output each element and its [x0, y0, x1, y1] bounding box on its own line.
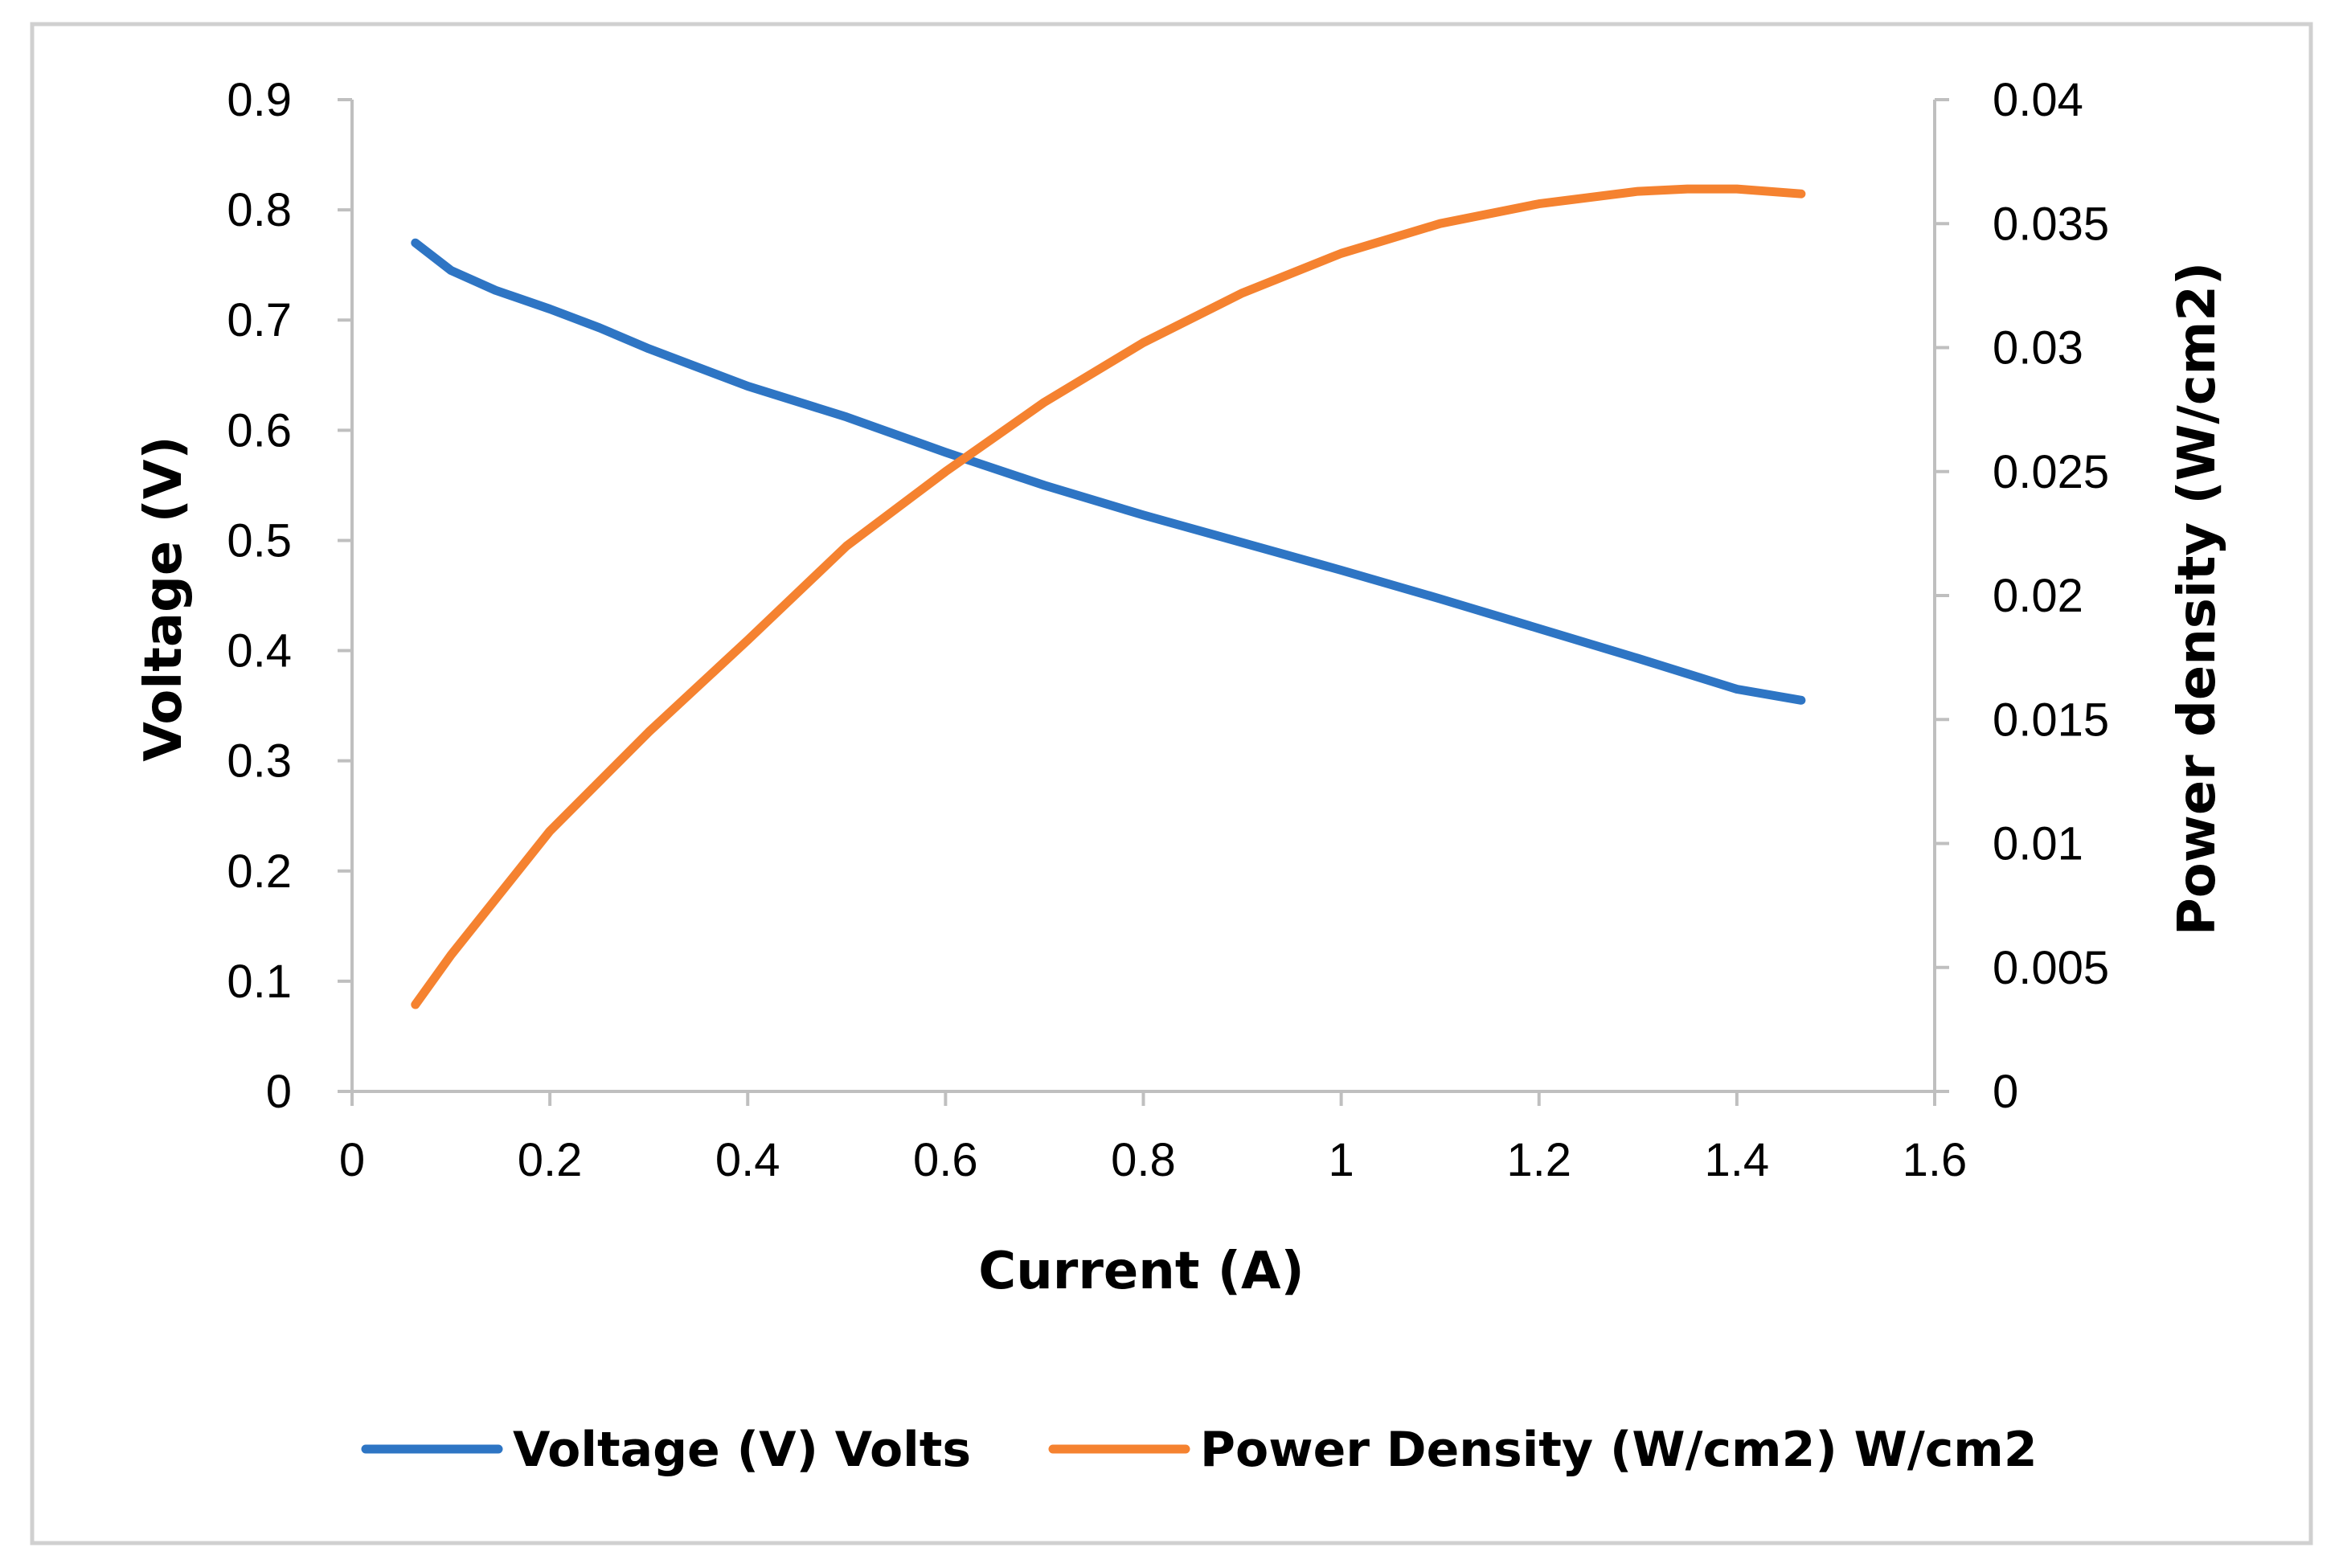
series-line-power-density	[411, 184, 1806, 1009]
x-tick-label: 0.4	[715, 1134, 780, 1186]
data-point-power-density	[1736, 189, 1737, 190]
legend-label-power-density: Power Density (W/cm2) W/cm2	[1200, 1422, 2038, 1478]
data-point-voltage	[1242, 542, 1243, 543]
series-line-voltage	[411, 238, 1806, 705]
x-tick-label: 0.2	[518, 1134, 583, 1186]
data-point-power-density	[451, 955, 452, 956]
data-point-voltage	[846, 416, 847, 417]
y2-axis-title: Power density (W/cm2)	[2168, 262, 2227, 935]
data-point-power-density	[1687, 189, 1688, 190]
y2-tick-label: 0.03	[1993, 322, 2083, 375]
y-tick-labels: 0 0.1 0.2 0.3 0.4 0.5 0.6 0.7 0.8 0.9	[227, 74, 292, 1118]
data-point-power-density	[550, 831, 551, 832]
y-axis-title: Voltage (V)	[134, 436, 194, 761]
y2-tick-label: 0.005	[1993, 942, 2109, 994]
x-tick-label: 1.2	[1506, 1134, 1571, 1186]
y2-tick-label: 0.015	[1993, 694, 2109, 746]
data-point-voltage	[1143, 514, 1144, 515]
data-point-voltage	[451, 270, 452, 271]
data-point-power-density	[945, 471, 946, 472]
data-point-voltage	[1538, 628, 1539, 629]
y-tick-label: 0.8	[227, 184, 292, 236]
y-tick-label: 0.5	[227, 514, 292, 567]
data-point-voltage	[1736, 689, 1737, 690]
y-tick-label: 0.1	[227, 956, 292, 1008]
y-tick-label: 0.7	[227, 294, 292, 346]
x-tick-labels: 0 0.2 0.4 0.6 0.8 1 1.2 1.4 1.6	[339, 1134, 1967, 1186]
y-tick-label: 0.6	[227, 404, 292, 456]
y2-tick-label: 0.04	[1993, 74, 2083, 126]
x-tick-label: 1	[1328, 1134, 1354, 1186]
y-tick-label: 0.4	[227, 625, 292, 678]
data-point-voltage	[1637, 658, 1638, 659]
y-tick-label: 0.9	[227, 74, 292, 126]
data-point-power-density	[846, 546, 847, 547]
data-point-power-density	[1637, 191, 1638, 192]
data-point-power-density	[1143, 342, 1144, 343]
chart-border	[30, 22, 2313, 1545]
series-layer	[411, 184, 1806, 1009]
data-point-voltage	[1800, 700, 1801, 701]
y-tick-label: 0.3	[227, 735, 292, 788]
data-point-power-density	[1538, 203, 1539, 204]
x-tick-label: 0	[339, 1134, 365, 1186]
legend-label-voltage: Voltage (V) Volts	[513, 1422, 971, 1478]
x-tick-label: 0.8	[1111, 1134, 1176, 1186]
y2-tick-label: 0	[1993, 1066, 2018, 1118]
y2-tick-label: 0.02	[1993, 570, 2083, 622]
axes	[338, 98, 1949, 1106]
y2-tick-label: 0.01	[1993, 818, 2083, 870]
x-axis-title: Current (A)	[978, 1242, 1305, 1301]
y-tick-label: 0.2	[227, 845, 292, 898]
y2-tick-label: 0.025	[1993, 446, 2109, 498]
x-tick-label: 1.4	[1705, 1134, 1770, 1186]
data-point-power-density	[1044, 402, 1045, 403]
data-point-voltage	[495, 290, 496, 291]
legend: Voltage (V) Volts Power Density (W/cm2) …	[361, 1422, 2038, 1478]
x-tick-label: 0.6	[913, 1134, 978, 1186]
data-point-power-density	[500, 893, 501, 894]
data-point-voltage	[599, 327, 600, 328]
y-tick-label: 0	[266, 1066, 292, 1118]
y2-tick-label: 0.035	[1993, 198, 2109, 250]
y2-tick-labels: 0 0.005 0.01 0.015 0.02 0.025 0.03 0.035 0.04	[1993, 74, 2109, 1118]
x-tick-label: 1.6	[1903, 1134, 1968, 1186]
data-point-voltage	[415, 243, 416, 244]
